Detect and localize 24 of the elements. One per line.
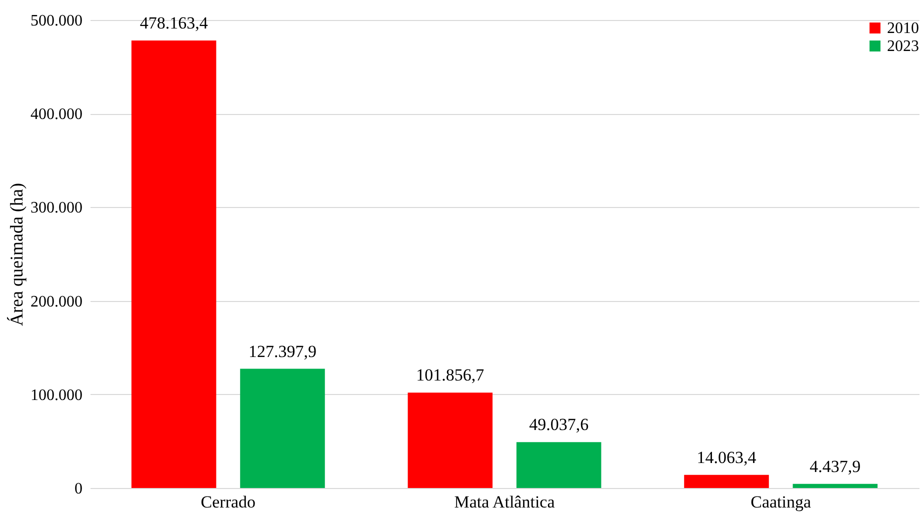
data-label: 49.037,6	[529, 415, 589, 434]
bar	[684, 474, 769, 488]
x-tick-label: Cerrado	[200, 492, 256, 512]
legend-label: 2023	[887, 38, 919, 55]
y-axis-title: Área queimada (ha)	[6, 183, 26, 326]
x-tick-label: Caatinga	[750, 492, 812, 512]
legend-label: 2010	[887, 20, 919, 37]
x-tick-label: Mata Atlântica	[454, 492, 556, 512]
data-label: 127.397,9	[248, 342, 316, 361]
bar	[516, 442, 602, 488]
y-tick-label: 100.000	[30, 386, 82, 404]
data-label: 478.163,4	[140, 13, 208, 32]
bar	[131, 40, 216, 488]
y-tick-label: 200.000	[30, 293, 82, 310]
y-tick-label: 500.000	[30, 12, 82, 30]
bar	[408, 392, 493, 488]
y-tick-label: 0	[74, 480, 82, 498]
bar	[792, 484, 878, 488]
data-label: 4.437,9	[810, 456, 861, 476]
data-label: 14.063,4	[696, 448, 757, 467]
y-tick-label: 300.000	[30, 200, 82, 217]
bar	[240, 368, 325, 488]
data-label: 101.856,7	[416, 366, 485, 385]
y-tick-label: 400.000	[30, 106, 82, 124]
